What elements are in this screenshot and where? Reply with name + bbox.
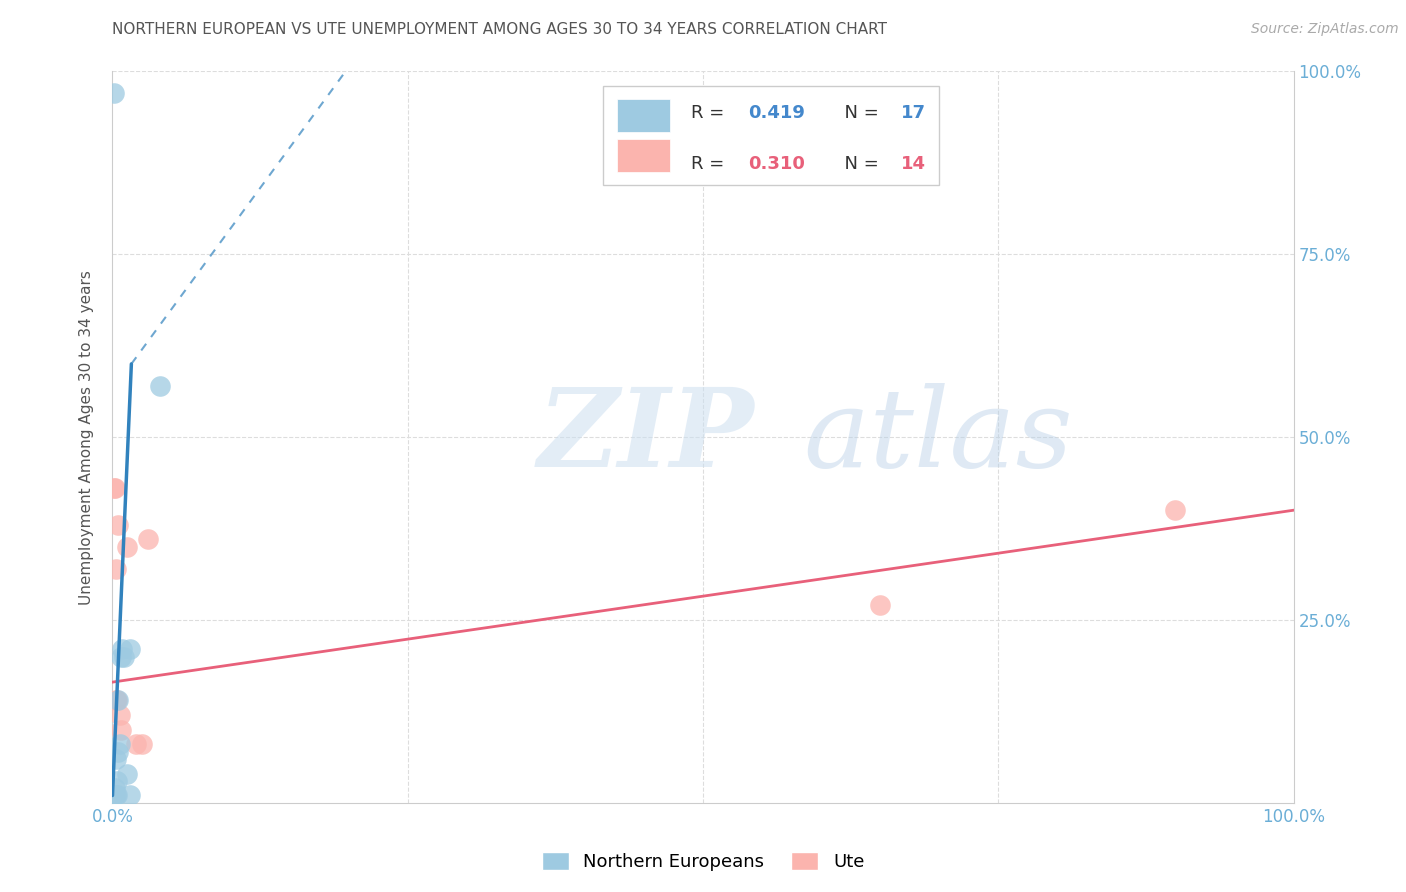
Point	[107, 517, 129, 532]
Text: N =: N =	[832, 155, 884, 173]
Point	[105, 693, 128, 707]
Point	[105, 752, 128, 766]
Legend: Northern Europeans, Ute: Northern Europeans, Ute	[534, 845, 872, 879]
Point	[108, 708, 131, 723]
Point	[108, 737, 131, 751]
Point	[1164, 503, 1187, 517]
Point	[105, 789, 128, 803]
Point	[149, 379, 172, 393]
Text: N =: N =	[832, 104, 884, 122]
Point	[111, 642, 134, 657]
Text: atlas: atlas	[803, 384, 1073, 491]
Point	[104, 481, 127, 495]
Text: 17: 17	[901, 104, 927, 122]
Text: R =: R =	[692, 155, 730, 173]
Point	[136, 533, 159, 547]
Point	[103, 87, 125, 101]
Point	[105, 693, 128, 707]
Y-axis label: Unemployment Among Ages 30 to 34 years: Unemployment Among Ages 30 to 34 years	[79, 269, 94, 605]
Text: 0.310: 0.310	[748, 155, 804, 173]
Point	[107, 693, 129, 707]
Point	[125, 737, 148, 751]
Text: 0.419: 0.419	[748, 104, 804, 122]
Point	[112, 649, 135, 664]
Point	[104, 781, 127, 796]
Point	[120, 789, 142, 803]
Text: Source: ZipAtlas.com: Source: ZipAtlas.com	[1251, 22, 1399, 37]
Point	[107, 745, 129, 759]
Point	[105, 773, 128, 788]
Point	[120, 642, 142, 657]
Point	[110, 723, 132, 737]
Point	[131, 737, 153, 751]
Text: ZIP: ZIP	[537, 384, 754, 491]
Bar	[617, 99, 669, 132]
Point	[115, 540, 138, 554]
FancyBboxPatch shape	[603, 86, 939, 185]
Bar	[617, 138, 669, 171]
Point	[103, 789, 125, 803]
Point	[115, 766, 138, 780]
Point	[103, 481, 125, 495]
Text: NORTHERN EUROPEAN VS UTE UNEMPLOYMENT AMONG AGES 30 TO 34 YEARS CORRELATION CHAR: NORTHERN EUROPEAN VS UTE UNEMPLOYMENT AM…	[112, 22, 887, 37]
Point	[105, 789, 128, 803]
Text: R =: R =	[692, 104, 730, 122]
Point	[105, 562, 128, 576]
Text: 14: 14	[901, 155, 927, 173]
Point	[110, 649, 132, 664]
Point	[869, 599, 891, 613]
